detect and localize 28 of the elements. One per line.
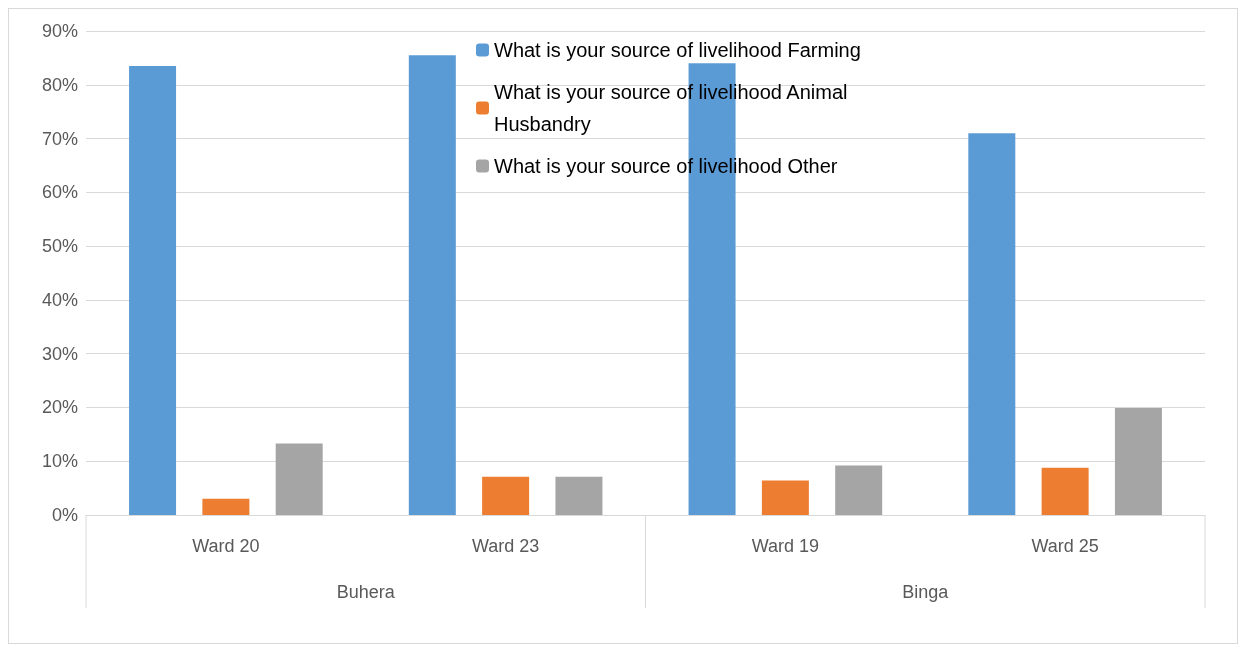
bar	[968, 133, 1016, 515]
bar	[1114, 407, 1162, 515]
x-tick-label: Ward 20	[192, 536, 260, 556]
x-tick-label: Ward 25	[1031, 536, 1099, 556]
y-tick-label: 30%	[41, 343, 78, 364]
bar	[555, 476, 603, 515]
y-tick-label: 90%	[41, 21, 78, 41]
bar	[202, 498, 250, 515]
legend-label: What is your source of livelihood Farming	[494, 39, 861, 61]
bar	[482, 476, 530, 515]
y-tick-label: 60%	[41, 182, 78, 203]
y-tick-label: 70%	[41, 128, 78, 149]
y-tick-label: 0%	[51, 505, 78, 525]
x-tick-label: Ward 19	[751, 536, 820, 556]
y-tick-label: 80%	[41, 74, 78, 95]
text: Binga	[902, 582, 950, 602]
x-tick-label: Ward 23	[471, 536, 540, 556]
bar	[408, 55, 456, 515]
y-tick-label: 10%	[41, 451, 78, 472]
text: Buhera	[336, 582, 396, 602]
bar	[761, 480, 809, 515]
bar	[129, 65, 177, 515]
bar	[835, 465, 883, 515]
y-tick-label: 50%	[41, 236, 78, 257]
y-tick-label: 40%	[41, 289, 78, 310]
bar	[1041, 467, 1089, 515]
bar	[275, 443, 323, 515]
y-tick-label: 20%	[41, 397, 78, 418]
